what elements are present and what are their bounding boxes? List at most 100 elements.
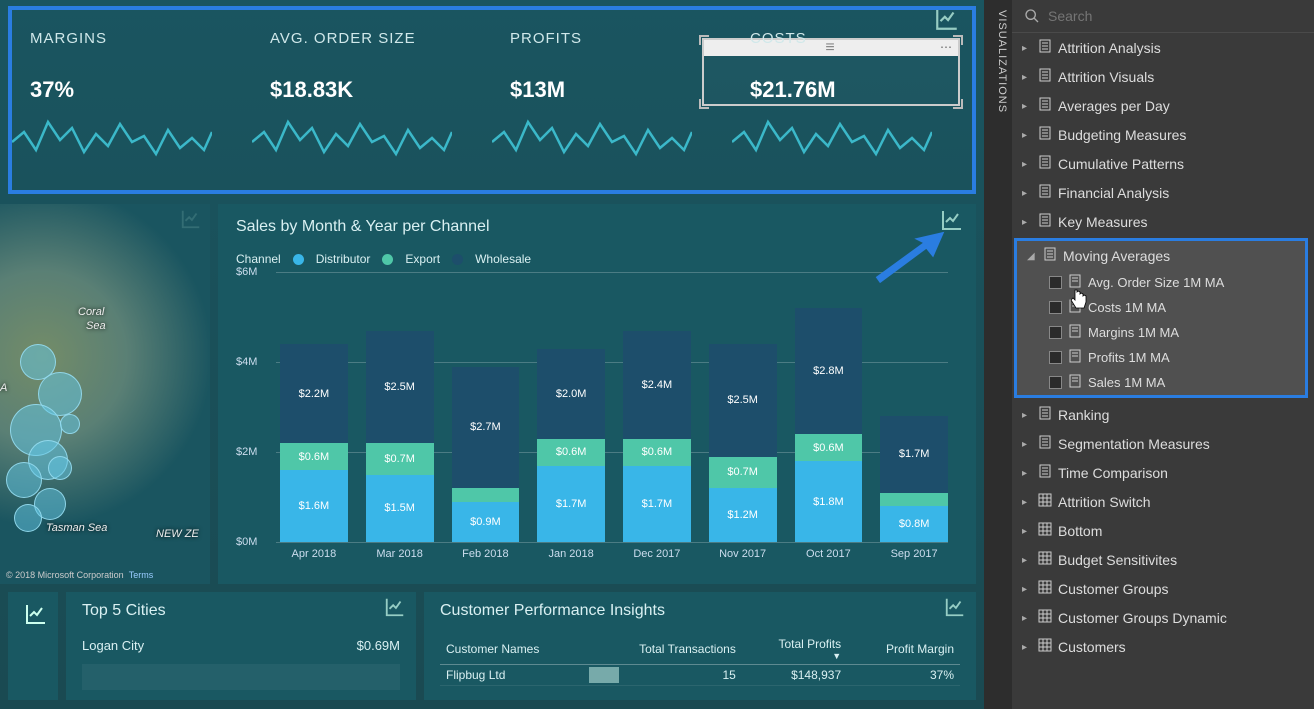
- legend-label: Distributor: [316, 252, 371, 266]
- map-terms-link[interactable]: Terms: [129, 570, 154, 580]
- field-checkbox[interactable]: [1049, 326, 1062, 339]
- table-row[interactable]: Flipbug Ltd 15 $148,937 37%: [440, 665, 960, 686]
- fields-pane: VISUALIZATIONS ▸ Attrition Analysis▸ Att…: [984, 0, 1314, 709]
- chevron-right-icon: ▸: [1022, 439, 1032, 449]
- field-table-item[interactable]: ▸ Customer Groups: [1012, 574, 1314, 603]
- table-icon: [1038, 609, 1052, 626]
- field-measure-item[interactable]: Profits 1M MA: [1017, 345, 1305, 370]
- chart-icon: [944, 596, 966, 618]
- field-measure-item[interactable]: Margins 1M MA: [1017, 320, 1305, 345]
- bar-group[interactable]: $1.7M$0.8M: [880, 416, 948, 542]
- x-axis-tick: Nov 2017: [709, 548, 777, 560]
- table-icon: [1043, 247, 1057, 264]
- measure-icon: [1068, 299, 1082, 316]
- chevron-right-icon: ▸: [1022, 584, 1032, 594]
- field-label: Cumulative Patterns: [1058, 156, 1184, 172]
- field-table-item[interactable]: ▸ Attrition Analysis: [1012, 33, 1314, 62]
- bar-group[interactable]: $2.8M$0.6M$1.8M: [795, 308, 863, 542]
- field-table-item[interactable]: ▸ Bottom: [1012, 516, 1314, 545]
- top-cities-panel[interactable]: Top 5 Cities Logan City $0.69M: [66, 592, 416, 700]
- sales-chart-panel[interactable]: Sales by Month & Year per Channel Channe…: [218, 204, 976, 584]
- bar-seg-distributor: $1.8M: [795, 461, 863, 542]
- bar-group[interactable]: $2.2M$0.6M$1.6M: [280, 344, 348, 542]
- bar-group[interactable]: $2.5M$0.7M$1.5M: [366, 331, 434, 543]
- x-axis-tick: Oct 2017: [795, 548, 863, 560]
- field-table-item[interactable]: ▸ Cumulative Patterns: [1012, 149, 1314, 178]
- kpi-card[interactable]: AVG. ORDER SIZE $18.83K: [252, 10, 492, 190]
- middle-row: CoralSeaATasman SeaNEW ZE © 2018 Microso…: [0, 204, 976, 584]
- table-header[interactable]: Profit Margin: [847, 634, 960, 665]
- visualizations-tab[interactable]: VISUALIZATIONS: [984, 0, 1012, 709]
- cell-profits: $148,937: [742, 665, 847, 686]
- field-label: Segmentation Measures: [1058, 436, 1210, 452]
- field-checkbox[interactable]: [1049, 376, 1062, 389]
- table-header[interactable]: Total Transactions: [589, 634, 742, 665]
- field-label: Moving Averages: [1063, 248, 1170, 264]
- kpi-card[interactable]: MARGINS 37%: [12, 10, 252, 190]
- chart-icon: [384, 596, 406, 618]
- field-checkbox[interactable]: [1049, 301, 1062, 314]
- kpi-sparkline: [12, 92, 212, 182]
- field-table-item[interactable]: ◢ Moving Averages: [1017, 241, 1305, 270]
- field-table-item[interactable]: ▸ Customers: [1012, 632, 1314, 661]
- field-checkbox[interactable]: [1049, 351, 1062, 364]
- kpi-title: PROFITS: [510, 30, 722, 47]
- field-label: Budget Sensitivites: [1058, 552, 1177, 568]
- table-icon: [1038, 97, 1052, 114]
- table-icon: [1038, 464, 1052, 481]
- map-bubble[interactable]: [14, 504, 42, 532]
- table-icon: [1038, 68, 1052, 85]
- field-table-item[interactable]: ▸ Budgeting Measures: [1012, 120, 1314, 149]
- bar-seg-export: [880, 493, 948, 507]
- bar-seg-export: $0.6M: [537, 439, 605, 466]
- search-input[interactable]: [1048, 8, 1302, 24]
- customer-insights-panel[interactable]: Customer Performance Insights Customer N…: [424, 592, 976, 700]
- kpi-title: COSTS: [750, 30, 962, 47]
- field-label: Sales 1M MA: [1088, 375, 1165, 390]
- kpi-card[interactable]: PROFITS $13M: [492, 10, 732, 190]
- bar-seg-wholesale: $2.0M: [537, 349, 605, 439]
- bottom-icon-panel[interactable]: [8, 592, 58, 700]
- gridline: [276, 542, 948, 543]
- field-table-item[interactable]: ▸ Key Measures: [1012, 207, 1314, 236]
- map-visual[interactable]: CoralSeaATasman SeaNEW ZE © 2018 Microso…: [0, 204, 210, 584]
- field-table-item[interactable]: ▸ Customer Groups Dynamic: [1012, 603, 1314, 632]
- field-table-item[interactable]: ▸ Financial Analysis: [1012, 178, 1314, 207]
- field-checkbox[interactable]: [1049, 276, 1062, 289]
- map-bubble[interactable]: [6, 462, 42, 498]
- field-table-item[interactable]: ▸ Time Comparison: [1012, 458, 1314, 487]
- table-header[interactable]: Customer Names: [440, 634, 589, 665]
- field-table-item[interactable]: ▸ Segmentation Measures: [1012, 429, 1314, 458]
- bar-group[interactable]: $2.0M$0.6M$1.7M: [537, 349, 605, 543]
- table-header[interactable]: Total Profits▼: [742, 634, 847, 665]
- city-row: Logan City $0.69M: [82, 634, 400, 657]
- fields-highlight-box: ◢ Moving Averages Avg. Order Size 1M MA …: [1014, 238, 1308, 398]
- bar-group[interactable]: $2.7M$0.9M: [452, 367, 520, 543]
- field-label: Financial Analysis: [1058, 185, 1169, 201]
- field-label: Bottom: [1058, 523, 1102, 539]
- bar-group[interactable]: $2.4M$0.6M$1.7M: [623, 331, 691, 543]
- bar-seg-distributor: $1.5M: [366, 475, 434, 543]
- map-bubble[interactable]: [48, 456, 72, 480]
- fields-search[interactable]: [1012, 0, 1314, 33]
- bar-seg-distributor: $1.7M: [623, 466, 691, 543]
- map-label: Sea: [86, 320, 106, 332]
- field-measure-item[interactable]: Sales 1M MA: [1017, 370, 1305, 395]
- field-table-item[interactable]: ▸ Budget Sensitivites: [1012, 545, 1314, 574]
- field-table-item[interactable]: ▸ Attrition Switch: [1012, 487, 1314, 516]
- table-icon: [1038, 406, 1052, 423]
- field-label: Attrition Analysis: [1058, 40, 1161, 56]
- field-table-item[interactable]: ▸ Ranking: [1012, 400, 1314, 429]
- map-bubble[interactable]: [60, 414, 80, 434]
- bar-group[interactable]: $2.5M$0.7M$1.2M: [709, 344, 777, 542]
- chart-x-axis: Apr 2018Mar 2018Feb 2018Jan 2018Dec 2017…: [280, 548, 948, 560]
- field-measure-item[interactable]: Costs 1M MA: [1017, 295, 1305, 320]
- field-label: Attrition Visuals: [1058, 69, 1154, 85]
- field-table-item[interactable]: ▸ Attrition Visuals: [1012, 62, 1314, 91]
- field-label: Budgeting Measures: [1058, 127, 1186, 143]
- kpi-card[interactable]: COSTS $21.76M: [732, 10, 972, 190]
- y-axis-tick: $0M: [236, 536, 257, 548]
- field-table-item[interactable]: ▸ Averages per Day: [1012, 91, 1314, 120]
- field-measure-item[interactable]: Avg. Order Size 1M MA: [1017, 270, 1305, 295]
- legend-swatch: [293, 254, 304, 265]
